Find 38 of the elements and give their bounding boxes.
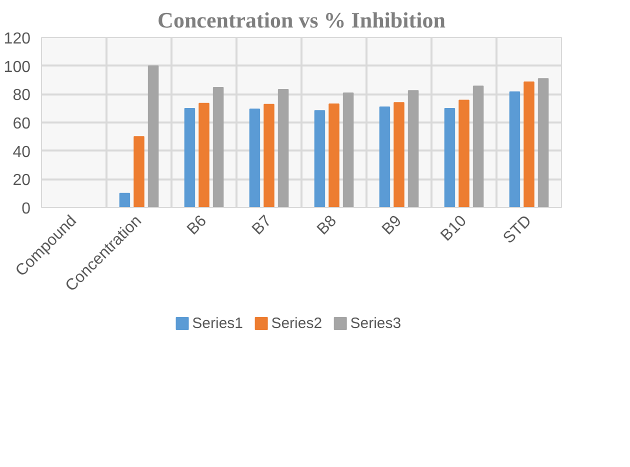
bar (509, 91, 520, 208)
x-tick-label: B9 (379, 212, 406, 238)
x-tick-label: B6 (184, 212, 210, 238)
x-tick-label: B7 (249, 212, 276, 238)
x-tick-label: B8 (314, 212, 340, 238)
x-tick-label: B10 (438, 212, 470, 245)
bar (119, 192, 130, 208)
bar (379, 106, 390, 208)
chart-title: Concentration vs % Inhibition (158, 8, 446, 32)
bar (444, 108, 456, 208)
bar (198, 102, 210, 208)
bar (264, 104, 274, 208)
bar (134, 136, 144, 208)
bar (328, 103, 340, 208)
bar (314, 110, 326, 208)
legend-label: Series1 (192, 315, 244, 332)
bar (538, 78, 549, 208)
bar (524, 81, 534, 208)
bar (408, 90, 419, 208)
y-tick-label: 0 (22, 200, 31, 218)
y-tick-label: 100 (4, 58, 31, 76)
y-tick-label: 80 (12, 87, 31, 104)
bar (212, 87, 224, 208)
legend-label: Series2 (271, 315, 322, 332)
x-tick-label: STD (500, 212, 536, 248)
legend-label: Series3 (350, 315, 402, 332)
y-tick-label: 20 (12, 172, 31, 190)
bar (342, 92, 354, 208)
y-tick-label: 40 (12, 144, 31, 161)
bar (249, 108, 260, 208)
y-tick-label: 60 (12, 116, 31, 132)
bar (472, 86, 484, 208)
y-tick-label: 120 (4, 30, 31, 48)
bar (184, 108, 196, 208)
bar (278, 88, 289, 208)
bar (394, 102, 404, 208)
bar (458, 100, 470, 208)
bar (148, 65, 159, 208)
